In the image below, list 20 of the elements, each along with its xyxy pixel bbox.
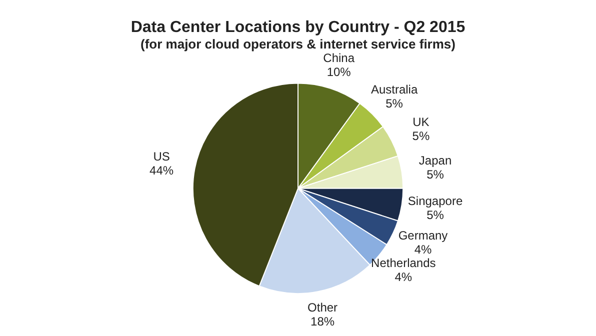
slice-label: Japan: [418, 154, 452, 168]
data-label: 5%: [426, 208, 444, 222]
data-label: 4%: [394, 270, 412, 284]
slice-label: Netherlands: [371, 256, 436, 270]
slice-label: UK: [412, 115, 430, 130]
data-label: 44%: [150, 164, 174, 178]
data-label: 5%: [412, 129, 430, 144]
slice-label: Australia: [370, 82, 418, 96]
chart-subtitle: (for major cloud operators & internet service firms): [140, 36, 456, 52]
slice-label: Germany: [398, 228, 448, 243]
data-label: 4%: [414, 242, 432, 257]
slice-label: China: [323, 50, 355, 65]
data-label: 10%: [326, 64, 352, 79]
chart-title: Data Center Locations by Country - Q2 2015: [130, 19, 466, 36]
slice-label: Other: [308, 300, 338, 315]
data-label: 5%: [426, 168, 444, 182]
slice-label: US: [153, 150, 170, 164]
slice-label: Singapore: [408, 194, 463, 208]
data-label: 5%: [386, 96, 404, 110]
data-label: 18%: [310, 314, 335, 329]
